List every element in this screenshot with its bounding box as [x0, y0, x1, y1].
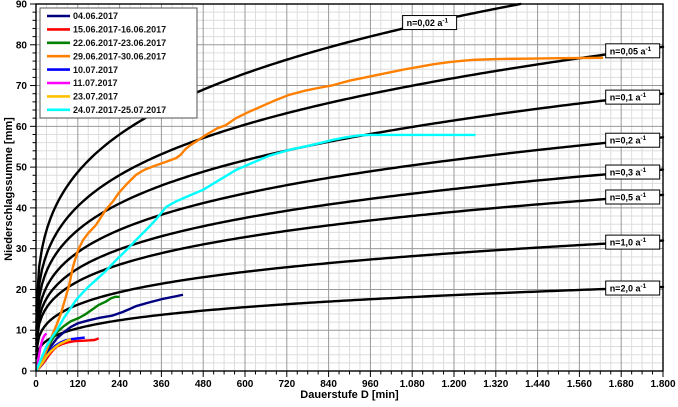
- svg-text:n=0,2 a-1: n=0,2 a-1: [610, 135, 647, 146]
- reference-curve-label-n-0-05-a: n=0,05 a-1: [605, 43, 661, 59]
- y-tick-label: 90: [16, 0, 28, 11]
- legend-label: 29.06.2017-30.06.2017: [73, 51, 166, 61]
- svg-text:n=0,3 a-1: n=0,3 a-1: [610, 167, 647, 178]
- legend-label: 11.07.2017: [73, 78, 118, 88]
- svg-text:n=1,0 a-1: n=1,0 a-1: [610, 237, 647, 248]
- y-tick-label: 0: [21, 367, 27, 378]
- reference-curve-n-0-3-a: [35, 168, 665, 342]
- legend-item-15-06-2017-16-06-2017: 15.06.2017-16.06.2017: [47, 25, 166, 35]
- x-tick-label: 720: [278, 379, 295, 390]
- legend-label: 15.06.2017-16.06.2017: [73, 25, 166, 35]
- x-tick-label: 1.080: [400, 379, 425, 390]
- reference-curve-labels: n=0,02 a-1 n=0,05 a-1 n=0,1 a-1 n=0,2 a-1 n=…: [402, 15, 661, 296]
- svg-text:n=0,1 a-1: n=0,1 a-1: [610, 92, 647, 103]
- legend-label: 22.06.2017-23.06.2017: [73, 38, 166, 48]
- reference-curve-n-0-5-a: [35, 193, 665, 346]
- y-tick-label: 10: [16, 326, 28, 337]
- reference-curve-label-n-0-2-a: n=0,2 a-1: [605, 132, 661, 148]
- event-series: [34, 56, 604, 372]
- svg-text:n=0,5 a-1: n=0,5 a-1: [610, 192, 647, 203]
- y-tick-label: 80: [16, 40, 28, 51]
- y-tick-label: 40: [16, 203, 28, 214]
- x-tick-label: 1.440: [525, 379, 550, 390]
- y-tick-label: 70: [16, 81, 28, 92]
- reference-curve-n-2-0-a: [35, 285, 665, 360]
- svg-text:n=0,05 a-1: n=0,05 a-1: [610, 46, 652, 57]
- reference-curve-n-0-2-a: [35, 136, 665, 337]
- svg-text:n=0,02 a-1: n=0,02 a-1: [407, 18, 449, 29]
- x-tick-label: 840: [320, 379, 337, 390]
- x-axis-title: Dauerstufe D [min]: [300, 389, 399, 401]
- series-line-29-06-2017-30-06-2017: [34, 56, 604, 372]
- legend-label: 10.07.2017: [73, 65, 118, 75]
- y-tick-label: 30: [16, 244, 28, 255]
- y-tick-label: 20: [16, 285, 28, 296]
- legend: 04.06.2017 15.06.2017-16.06.2017 22.06.201…: [39, 7, 198, 119]
- reference-curve-n-0-05-a: [35, 45, 665, 323]
- legend-item-29-06-2017-30-06-2017: 29.06.2017-30.06.2017: [47, 51, 166, 61]
- axes: 0 120 240 360 480 600 720 840 960 1.080 1.200 1.320…: [16, 0, 676, 390]
- reference-curve-label-n-0-02-a: n=0,02 a-1: [402, 15, 458, 31]
- series-line-11-07-2017: [34, 332, 48, 372]
- x-tick-label: 600: [237, 379, 254, 390]
- grid-major: [36, 4, 663, 371]
- reference-curve-label-n-2-0-a: n=2,0 a-1: [605, 280, 661, 296]
- legend-item-22-06-2017-23-06-2017: 22.06.2017-23.06.2017: [47, 38, 166, 48]
- legend-item-23-07-2017: 23.07.2017: [47, 92, 118, 102]
- x-tick-label: 960: [362, 379, 379, 390]
- reference-curves: [35, 2, 665, 360]
- legend-item-04-06-2017: 04.06.2017: [47, 11, 118, 21]
- legend-item-11-07-2017: 11.07.2017: [47, 78, 118, 88]
- x-tick-label: 240: [111, 379, 128, 390]
- svg-text:n=2,0 a-1: n=2,0 a-1: [610, 283, 647, 294]
- legend-item-24-07-2017-25-07-2017: 24.07.2017-25.07.2017: [47, 105, 166, 115]
- reference-curve-label-n-1-0-a: n=1,0 a-1: [605, 234, 661, 250]
- series-line-24-07-2017-25-07-2017: [34, 133, 476, 372]
- reference-curve-label-n-0-3-a: n=0,3 a-1: [605, 164, 661, 180]
- x-tick-label: 0: [33, 379, 39, 390]
- reference-curve-label-n-0-5-a: n=0,5 a-1: [605, 189, 661, 205]
- x-tick-label: 120: [69, 379, 86, 390]
- reference-curve-label-n-0-1-a: n=0,1 a-1: [605, 89, 661, 105]
- reference-curve-n-1-0-a: [35, 239, 665, 353]
- legend-label: 04.06.2017: [73, 11, 118, 21]
- y-tick-label: 50: [16, 163, 28, 174]
- x-tick-label: 1.680: [609, 379, 634, 390]
- x-tick-label: 480: [195, 379, 212, 390]
- x-tick-label: 360: [153, 379, 170, 390]
- y-axis-title: Niederschlagssumme [mm]: [3, 117, 15, 261]
- legend-label: 24.07.2017-25.07.2017: [73, 105, 166, 115]
- x-tick-label: 1.560: [567, 379, 592, 390]
- legend-item-10-07-2017: 10.07.2017: [47, 65, 118, 75]
- x-tick-label: 1.320: [483, 379, 508, 390]
- legend-label: 23.07.2017: [73, 92, 118, 102]
- x-tick-label: 1.200: [441, 379, 466, 390]
- series-line-23-07-2017: [35, 338, 72, 372]
- y-tick-label: 60: [16, 122, 28, 133]
- x-tick-label: 1.800: [650, 379, 675, 390]
